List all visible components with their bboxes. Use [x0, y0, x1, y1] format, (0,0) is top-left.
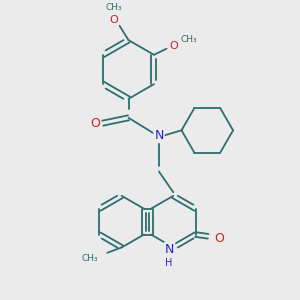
- Text: N: N: [154, 129, 164, 142]
- Text: CH₃: CH₃: [82, 254, 98, 263]
- Text: O: O: [109, 15, 118, 26]
- Text: O: O: [90, 117, 100, 130]
- Text: H: H: [165, 258, 173, 268]
- Text: CH₃: CH₃: [180, 35, 197, 44]
- Text: CH₃: CH₃: [105, 3, 122, 12]
- Text: O: O: [214, 232, 224, 244]
- Text: O: O: [169, 41, 178, 51]
- Text: N: N: [165, 243, 174, 256]
